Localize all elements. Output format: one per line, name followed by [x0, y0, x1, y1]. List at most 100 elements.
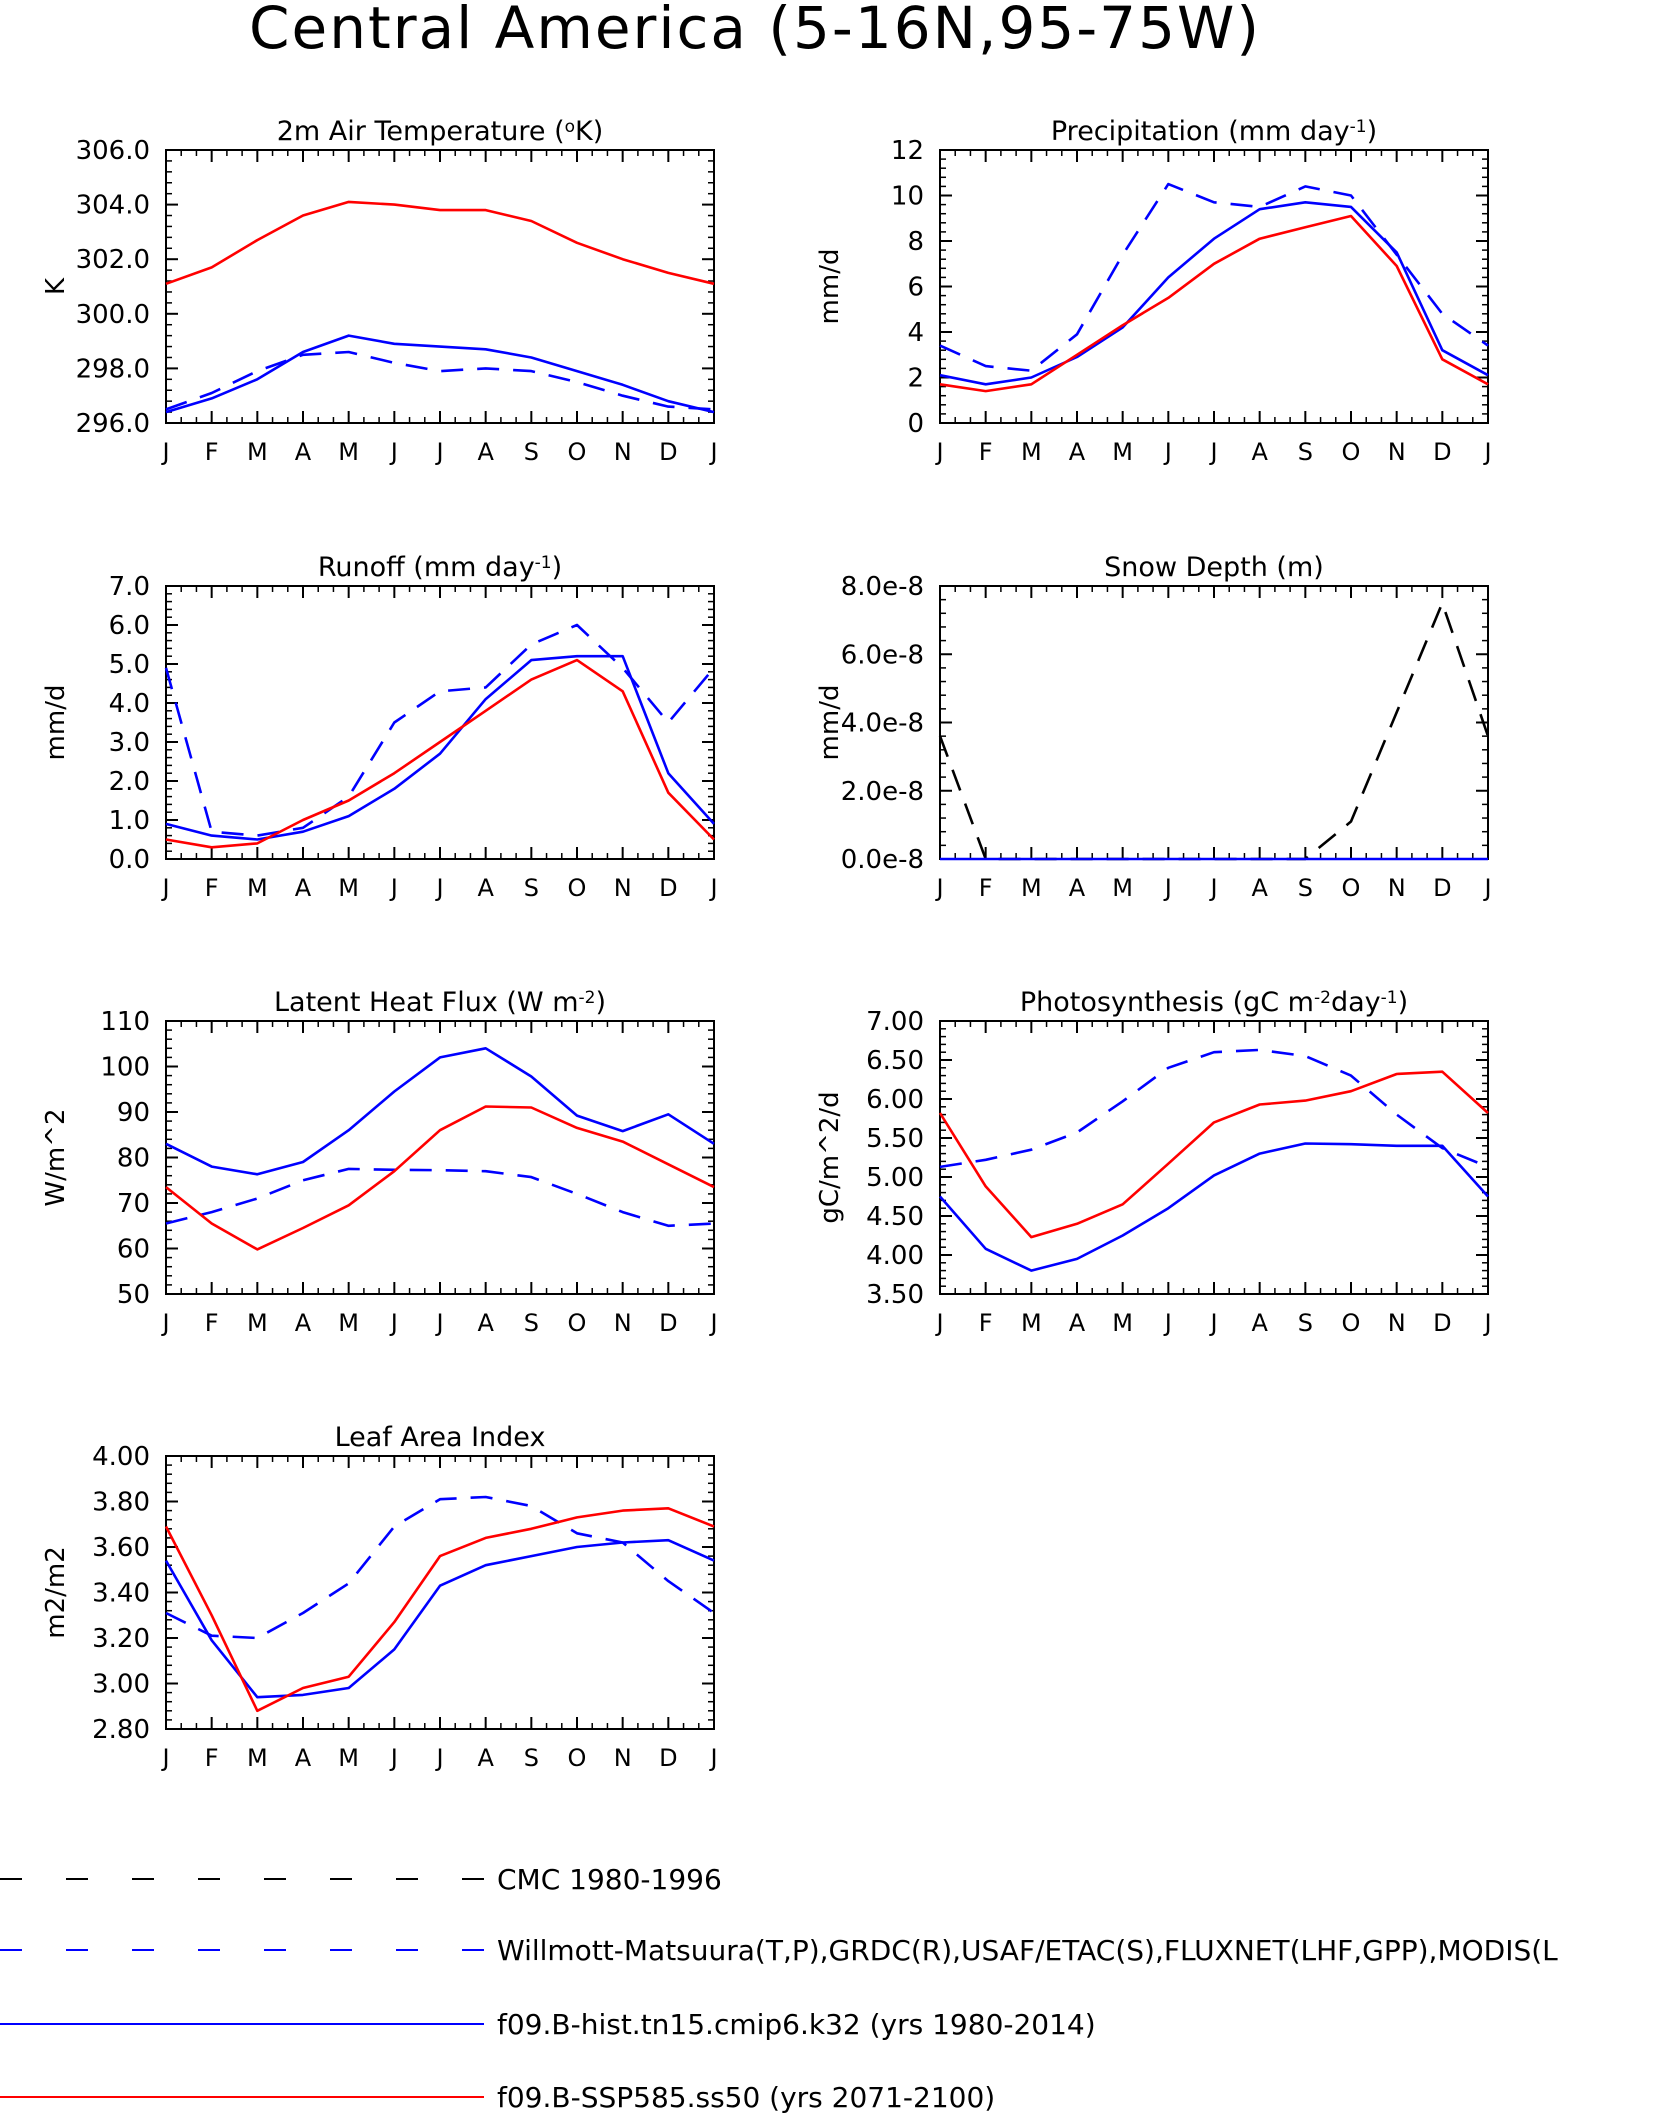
x-tick-label: J — [160, 438, 169, 466]
x-tick-label: F — [205, 438, 219, 466]
y-tick-label: 8 — [907, 227, 924, 257]
x-tick-label: J — [1163, 1309, 1172, 1337]
series-line-cmc — [938, 601, 1490, 861]
series-line-ssp — [165, 658, 715, 849]
series-line-hist — [165, 334, 715, 414]
y-tick-label: 70 — [117, 1189, 150, 1219]
chart-panel: J F M A M J J A S O N D J296.0298.0300.0302.0304.030… — [41, 116, 718, 466]
series-line-hist — [939, 1142, 1489, 1272]
title-text: ) — [1398, 987, 1409, 1018]
y-tick-label: 2.0e-8 — [841, 777, 924, 807]
y-tick-label: 304.0 — [76, 191, 150, 221]
x-tick-label: F — [979, 438, 993, 466]
x-tick-label: D — [1433, 438, 1451, 466]
x-tick-label: A — [477, 438, 494, 466]
y-tick-label: 80 — [117, 1144, 150, 1174]
x-tick-label: A — [1069, 1309, 1086, 1337]
title-text: Latent Heat Flux (W m — [274, 987, 579, 1018]
legend-label: CMC 1980-1996 — [497, 1863, 722, 1896]
x-tick-label: J — [708, 1744, 717, 1772]
y-tick-label: 7.00 — [866, 1007, 924, 1037]
x-tick-label: M — [1021, 1309, 1042, 1337]
x-tick-label: J — [708, 1309, 717, 1337]
y-tick-label: 3.60 — [92, 1533, 150, 1563]
x-tick-label: D — [659, 438, 677, 466]
x-tick-label: S — [1298, 874, 1313, 902]
y-tick-label: 6.0 — [109, 611, 150, 641]
series-line-hist — [165, 1047, 715, 1176]
y-tick-label: 296.0 — [76, 409, 150, 439]
x-tick-label: J — [1163, 438, 1172, 466]
x-tick-label: J — [934, 1309, 943, 1337]
x-tick-label: A — [477, 874, 494, 902]
title-text: ) — [552, 552, 563, 583]
series-line-obs — [165, 1495, 715, 1640]
y-axis-label: W/m^2 — [41, 1108, 71, 1206]
chart-panel: J F M A M J J A S O N D J024681012mm/dPrecipitation … — [815, 116, 1492, 466]
y-tick-label: 3.00 — [92, 1670, 150, 1700]
title-text: Precipitation (mm day — [1051, 116, 1350, 147]
y-tick-label: 90 — [117, 1098, 150, 1128]
y-tick-label: 7.0 — [109, 572, 150, 602]
x-tick-label: J — [389, 1744, 398, 1772]
title-text: ) — [1367, 116, 1378, 147]
x-tick-label: N — [1388, 874, 1406, 902]
series-line-obs — [165, 350, 715, 411]
x-tick-label: M — [247, 1309, 268, 1337]
page-title: Central America (5-16N,95-75W) — [249, 0, 1261, 62]
y-tick-label: 3.50 — [866, 1280, 924, 1310]
x-tick-label: J — [1482, 438, 1491, 466]
y-tick-label: 2.0 — [109, 767, 150, 797]
series-line-ssp — [165, 200, 715, 286]
x-tick-label: J — [434, 438, 443, 466]
x-tick-label: A — [1251, 874, 1268, 902]
y-tick-label: 4 — [907, 318, 924, 348]
y-tick-label: 60 — [117, 1235, 150, 1265]
x-tick-label: O — [568, 438, 587, 466]
x-tick-label: M — [1112, 1309, 1133, 1337]
title-text: K) — [575, 116, 603, 147]
y-tick-label: 1.0 — [109, 806, 150, 836]
y-tick-label: 298.0 — [76, 354, 150, 384]
series-line-ssp — [165, 1105, 715, 1251]
x-tick-label: M — [1112, 438, 1133, 466]
x-tick-label: J — [1482, 874, 1491, 902]
series-line-obs — [939, 1048, 1489, 1169]
legend-label: f09.B-hist.tn15.cmip6.k32 (yrs 1980-2014… — [497, 2008, 1096, 2041]
legend: CMC 1980-1996 Willmott-Matsuura(T,P),GRDC… — [0, 1863, 1558, 2114]
legend-label: Willmott-Matsuura(T,P),GRDC(R),USAF/ETAC… — [497, 1934, 1558, 1967]
x-tick-label: N — [614, 1309, 632, 1337]
y-tick-label: 100 — [100, 1053, 150, 1083]
chart-panel: J F M A M J J A S O N D J0.0e-82.0e-84.0e-86.0e-88.0… — [815, 552, 1492, 902]
y-tick-label: 6.50 — [866, 1046, 924, 1076]
y-tick-label: 3.20 — [92, 1624, 150, 1654]
x-tick-label: J — [1482, 1309, 1491, 1337]
x-tick-label: J — [934, 874, 943, 902]
y-tick-label: 0.0 — [109, 845, 150, 875]
x-tick-label: J — [434, 1744, 443, 1772]
title-superscript: -2 — [579, 988, 596, 1008]
title-superscript: -1 — [1350, 117, 1367, 137]
plot-frame — [939, 585, 1489, 860]
y-tick-label: 6 — [907, 273, 924, 303]
plot-frame — [165, 1455, 715, 1730]
y-tick-label: 110 — [100, 1007, 150, 1037]
x-tick-label: J — [434, 1309, 443, 1337]
plot-frame — [939, 1020, 1489, 1295]
chart-panel: J F M A M J J A S O N D J2.803.003.203.403.603.804.0… — [41, 1422, 718, 1772]
x-tick-label: M — [1021, 874, 1042, 902]
chart-panel: J F M A M J J A S O N D J3.504.004.505.005.506.006.5… — [815, 987, 1492, 1337]
x-tick-label: D — [1433, 1309, 1451, 1337]
y-tick-label: 4.00 — [92, 1442, 150, 1472]
x-tick-label: M — [247, 438, 268, 466]
x-tick-label: J — [1208, 1309, 1217, 1337]
y-tick-label: 2 — [907, 364, 924, 394]
title-superscript: -2 — [1314, 988, 1331, 1008]
y-tick-label: 12 — [891, 136, 924, 166]
chart-title: Photosynthesis (gC m-2day-1) — [1020, 987, 1408, 1018]
x-tick-label: F — [979, 1309, 993, 1337]
y-tick-label: 0 — [907, 409, 924, 439]
y-axis-label: m2/m2 — [41, 1546, 71, 1639]
x-tick-label: A — [295, 1744, 312, 1772]
y-axis-label: mm/d — [815, 249, 845, 325]
